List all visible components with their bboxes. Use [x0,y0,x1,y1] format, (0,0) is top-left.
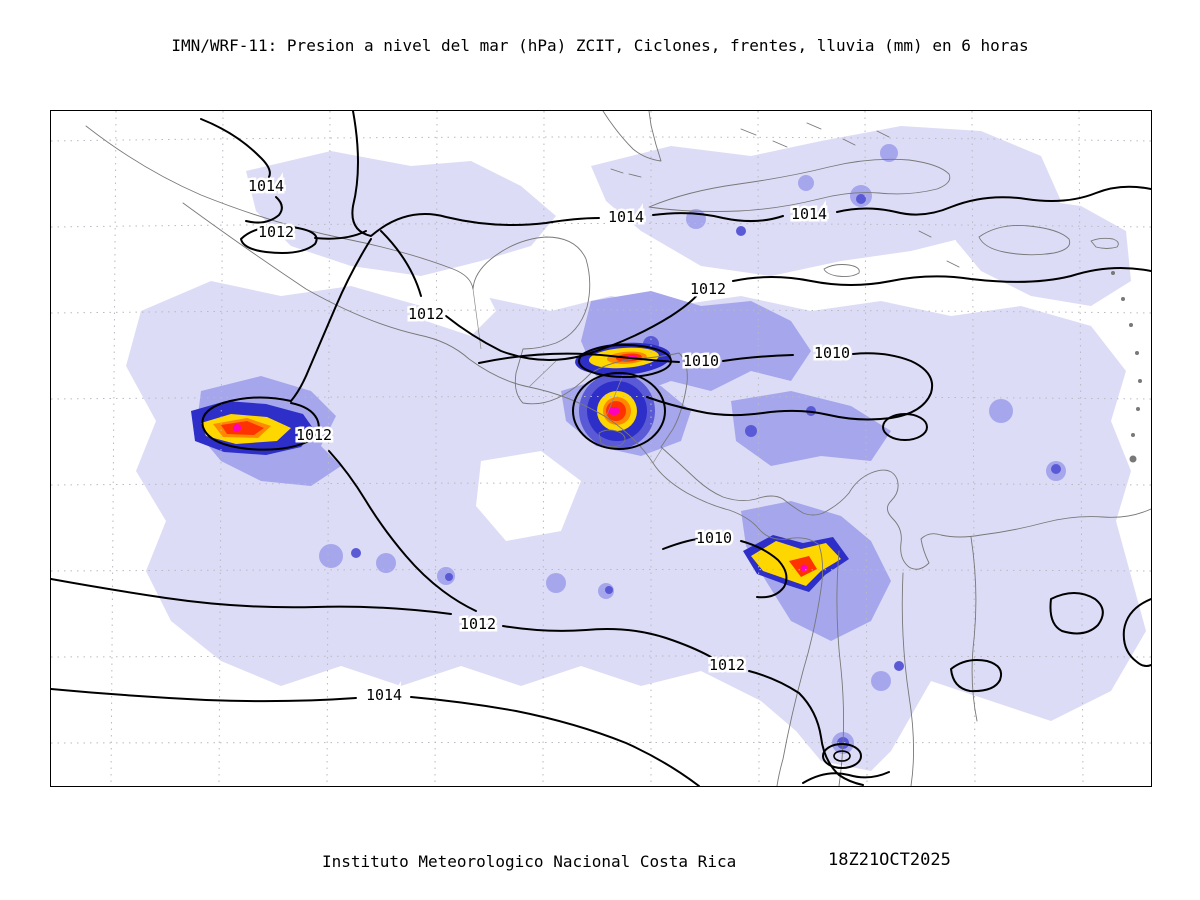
contour-label: 1014 [366,686,402,704]
contour-label: 1012 [296,426,332,444]
footer-timestamp: 18Z21OCT2025 [828,850,951,870]
contour-label: 1010 [814,344,850,362]
precipitation-shading-light [126,126,1146,771]
rain-cell-pacific [191,401,315,455]
contour-label: 1014 [608,208,644,226]
contour-label: 1014 [791,205,827,223]
contour-label: 1014 [248,177,284,195]
footer-institution: Instituto Meteorologico Nacional Costa R… [322,852,737,871]
coastlines [85,111,1151,786]
pressure-contours [51,111,1151,786]
contour-labels: 1014 1012 1014 1014 1012 1012 1010 1010 … [245,175,852,707]
contour-label: 1010 [683,352,719,370]
plot-title: IMN/WRF-11: Presion a nivel del mar (hPa… [171,36,1029,55]
map-frame: 1014 1012 1014 1014 1012 1012 1010 1010 … [50,110,1152,787]
rain-cell-nicaragua [579,373,655,449]
rain-cell-panama [743,535,849,592]
contour-label: 1012 [258,223,294,241]
contour-label: 1012 [690,280,726,298]
contour-label: 1010 [696,529,732,547]
contour-label: 1012 [460,615,496,633]
contour-label: 1012 [408,305,444,323]
weather-map-image: 1014 1012 1014 1014 1012 1012 1010 1010 … [51,111,1151,786]
contour-label: 1012 [709,656,745,674]
